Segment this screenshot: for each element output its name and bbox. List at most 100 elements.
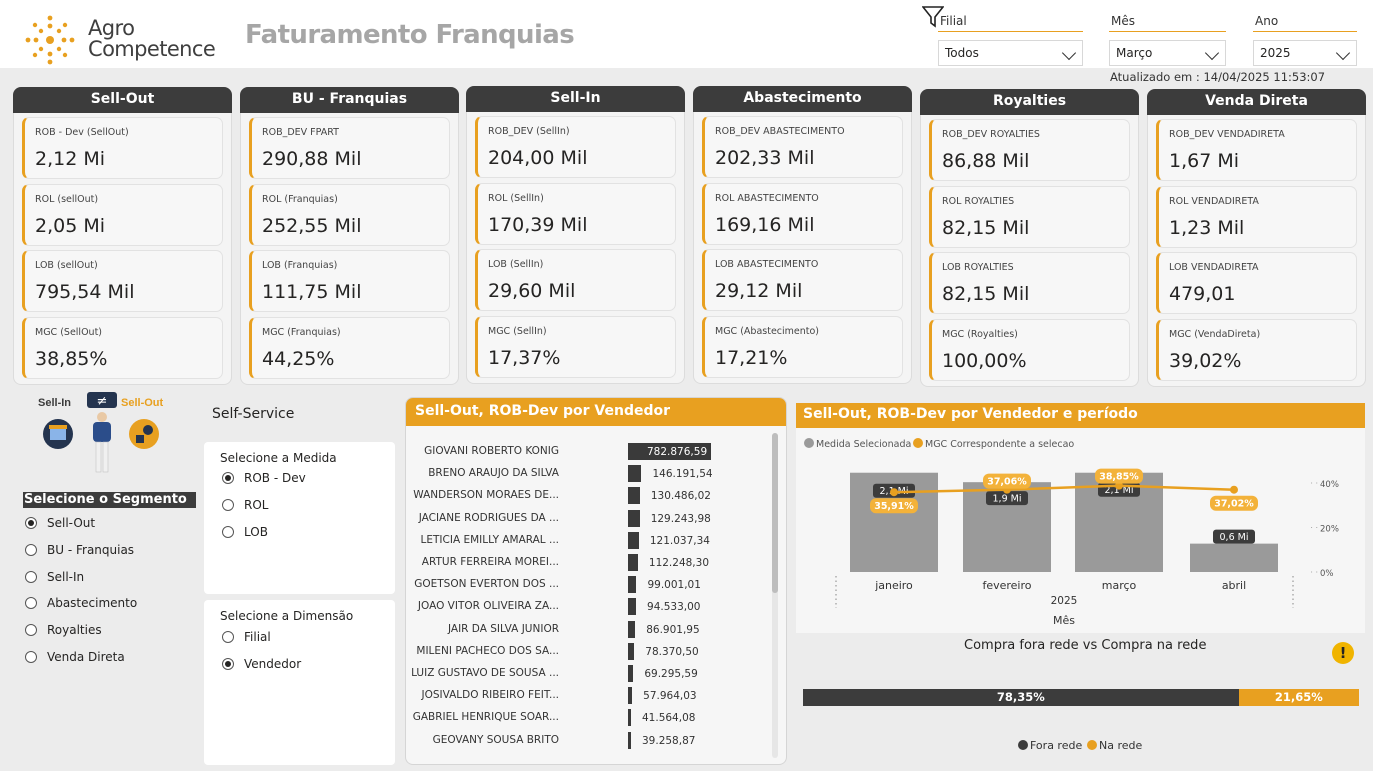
radio-button[interactable] <box>222 631 234 643</box>
radio-button[interactable] <box>25 517 37 529</box>
dimensao-title: Selecione a Dimensão <box>220 609 354 623</box>
radio-button[interactable] <box>222 472 234 484</box>
kpi-card: ROB_DEV FPART 290,88 Mil <box>249 117 450 179</box>
vendedor-row[interactable]: GEOVANY SOUSA BRITO 39.258,87 <box>406 730 776 752</box>
vendedor-row[interactable]: JOAO VITOR OLIVEIRA ZA... 94.533,00 <box>406 596 776 618</box>
illus-left-label: Sell-In <box>38 397 71 409</box>
vendedor-bar <box>628 620 636 638</box>
kpi-card: LOB (Franquias) 111,75 Mil <box>249 250 450 312</box>
kpi-card-label: ROL (SellIn) <box>488 192 544 204</box>
vendedor-row[interactable]: WANDERSON MORAES DE... 130.486,02 <box>406 485 776 507</box>
kpi-card-value: 290,88 Mil <box>262 148 362 170</box>
kpi-card-value: 86,88 Mil <box>942 150 1030 172</box>
ano-dropdown[interactable]: 2025 <box>1253 40 1357 66</box>
radio-button[interactable] <box>25 624 37 637</box>
legend-dot-na <box>1087 740 1097 750</box>
kpi-column: Royalties ROB_DEV ROYALTIES 86,88 Mil ROL R… <box>920 89 1139 387</box>
kpi-card-value: 204,00 Mil <box>488 147 588 169</box>
kpi-column-body: ROB - Dev (SellOut) 2,12 Mi ROL (sellOut) 2… <box>13 113 232 385</box>
y2-tick-label: 40% <box>1320 480 1339 490</box>
kpi-card: LOB ROYALTIES 82,15 Mil <box>929 252 1130 314</box>
vendedor-chart-title: Sell-Out, ROB-Dev por Vendedor <box>406 398 786 426</box>
filter-icon[interactable] <box>922 6 944 28</box>
chevron-down-icon <box>1204 45 1220 61</box>
vendedor-row[interactable]: JACIANE RODRIGUES DA ... 129.243,98 <box>406 508 776 530</box>
dimensao-selector: Selecione a Dimensão Filial Vendedor <box>204 600 395 765</box>
kpi-card-value: 252,55 Mil <box>262 214 362 237</box>
x-tick-label: abril <box>1222 579 1246 592</box>
kpi-card-label: ROB - Dev (SellOut) <box>35 127 129 138</box>
vendedor-bar <box>628 554 638 571</box>
updated-timestamp: Atualizado em : 14/04/2025 11:53:07 <box>1110 70 1326 84</box>
legend-fora-label: Fora rede <box>1030 739 1083 752</box>
kpi-column-title: Abastecimento <box>693 86 912 112</box>
bar-data-label: 1,9 Mi <box>993 494 1022 505</box>
vendedor-scroll-thumb[interactable] <box>772 433 778 593</box>
mgc-line <box>893 484 1235 494</box>
vendedor-row[interactable]: JAIR DA SILVA JUNIOR 86.901,95 <box>406 619 776 641</box>
vendedor-row[interactable]: LUIZ GUSTAVO DE SOUSA ... 69.295,59 <box>406 663 776 685</box>
radio-button[interactable] <box>25 570 37 583</box>
vendedor-scrollbar[interactable] <box>772 433 778 758</box>
kpi-card-value: 17,21% <box>715 346 788 369</box>
filial-dropdown[interactable]: Todos <box>938 40 1083 66</box>
vendedor-row[interactable]: GIOVANI ROBERTO KONIG 782.876,59 <box>406 441 776 463</box>
vendedor-value: 112.248,30 <box>648 557 710 569</box>
vendedor-row[interactable]: MILENI PACHECO DOS SA... 78.370,50 <box>406 641 776 663</box>
kpi-column-body: ROB_DEV ROYALTIES 86,88 Mil ROL ROYALTIES 8… <box>920 115 1139 387</box>
radio-button[interactable] <box>25 597 37 610</box>
segment-option-label: Venda Direta <box>47 650 125 664</box>
page-title: Faturamento Franquias <box>245 20 575 50</box>
mgc-data-label: 38,85% <box>1099 472 1139 483</box>
vendedor-bar <box>628 687 633 705</box>
vendedor-row[interactable]: LETICIA EMILLY AMARAL ... 121.037,34 <box>406 530 776 552</box>
vendedor-row[interactable]: JOSIVALDO RIBEIRO FEIT... 57.964,03 <box>406 685 776 707</box>
vendedor-name: WANDERSON MORAES DE... <box>413 489 559 502</box>
legend-na: Na rede <box>1087 739 1142 752</box>
kpi-card: LOB (sellOut) 795,54 Mil <box>22 250 223 312</box>
legend-fora: Fora rede <box>1018 739 1082 752</box>
kpi-card-label: ROB_DEV ROYALTIES <box>942 129 1040 140</box>
vendedor-row[interactable]: BRENO ARAUJO DA SILVA 146.191,54 <box>406 463 776 485</box>
radio-button[interactable] <box>25 651 37 663</box>
radio-button[interactable] <box>222 499 234 511</box>
vendedor-name: JACIANE RODRIGUES DA ... <box>418 511 559 524</box>
kpi-card: LOB ABASTECIMENTO 29,12 Mil <box>702 249 903 311</box>
vendedor-name: JOSIVALDO RIBEIRO FEIT... <box>421 689 559 702</box>
ano-label: Ano <box>1253 14 1357 32</box>
medida-selector: Selecione a Medida ROB - Dev ROL LOB <box>204 442 395 594</box>
filial-slicer: Filial Todos <box>938 14 1083 66</box>
segment-option-label: Sell-In <box>47 569 85 584</box>
mgc-data-label: 37,06% <box>987 477 1027 488</box>
x-axis-title: Mês <box>1053 614 1075 627</box>
kpi-card-label: LOB ROYALTIES <box>942 262 1014 273</box>
mgc-data-label-bg <box>1095 468 1143 484</box>
legend-medida-label: Medida Selecionada <box>816 439 911 450</box>
kpi-card-label: LOB (SellIn) <box>488 259 544 270</box>
radio-button[interactable] <box>25 543 37 556</box>
radio-button[interactable] <box>222 526 234 538</box>
kpi-card-value: 100,00% <box>942 349 1027 372</box>
vendedor-bar <box>628 642 635 660</box>
mgc-data-label-bg <box>1210 495 1258 511</box>
compra-stacked-bar: 78,35% 21,65% <box>803 689 1359 706</box>
kpi-card-label: ROL (sellOut) <box>35 193 99 205</box>
kpi-card: LOB (SellIn) 29,60 Mil <box>475 249 676 311</box>
medida-option-label: ROB - Dev <box>244 471 306 485</box>
filial-value: Todos <box>945 46 979 60</box>
kpi-card-value: 795,54 Mil <box>35 281 135 303</box>
radio-button[interactable] <box>222 658 234 670</box>
segment-title: Selecione o Segmento <box>23 492 196 508</box>
kpi-card-label: MGC (Abastecimento) <box>715 325 820 337</box>
warning-icon[interactable]: ! <box>1332 642 1354 664</box>
vendedor-name: GABRIEL HENRIQUE SOAR... <box>412 711 559 724</box>
kpi-column-title: Venda Direta <box>1147 89 1366 115</box>
y2-tick-dots: · · <box>1310 479 1318 488</box>
vendedor-row[interactable]: GOETSON EVERTON DOS ... 99.001,01 <box>406 574 776 596</box>
mes-dropdown[interactable]: Março <box>1109 40 1226 66</box>
illus-right-label: Sell-Out <box>121 397 164 409</box>
vendedor-row[interactable]: GABRIEL HENRIQUE SOAR... 41.564,08 <box>406 707 776 729</box>
kpi-card-label: ROB_DEV VENDADIRETA <box>1169 129 1285 140</box>
kpi-column-title: BU - Franquias <box>240 87 459 113</box>
vendedor-row[interactable]: ARTUR FERREIRA MOREI... 112.248,30 <box>406 552 776 574</box>
